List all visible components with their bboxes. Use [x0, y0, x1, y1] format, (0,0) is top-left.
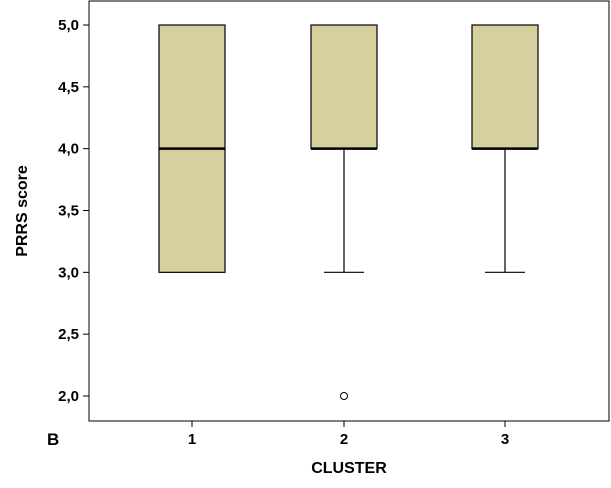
x-axis-title: CLUSTER: [311, 460, 387, 477]
panel-label: B: [47, 430, 59, 449]
box-cluster-2: [310, 24, 378, 400]
y-tick-label: 3,0: [58, 264, 79, 281]
y-tick-label: 2,5: [58, 326, 79, 343]
x-tick-label: 2: [340, 431, 348, 448]
outlier-point: [340, 392, 348, 400]
box-iqr: [471, 24, 539, 150]
y-tick-label: 2,0: [58, 388, 79, 405]
box-cluster-3: [471, 24, 539, 273]
y-axis-title: PRRS score: [14, 165, 31, 257]
boxes-layer: [158, 24, 539, 400]
box-cluster-1: [158, 24, 226, 273]
x-tick-label: 3: [501, 431, 509, 448]
y-tick-label: 3,5: [58, 203, 79, 220]
y-tick-label: 4,5: [58, 79, 79, 96]
x-axis: 1 2 3: [188, 421, 509, 448]
box-iqr: [310, 24, 378, 150]
x-tick-label: 1: [188, 431, 196, 448]
y-tick-label: 4,0: [58, 141, 79, 158]
y-tick-label: 5,0: [58, 17, 79, 34]
y-axis: 2,0 2,5 3,0 3,5 4,0 4,5 5,0: [58, 17, 89, 405]
